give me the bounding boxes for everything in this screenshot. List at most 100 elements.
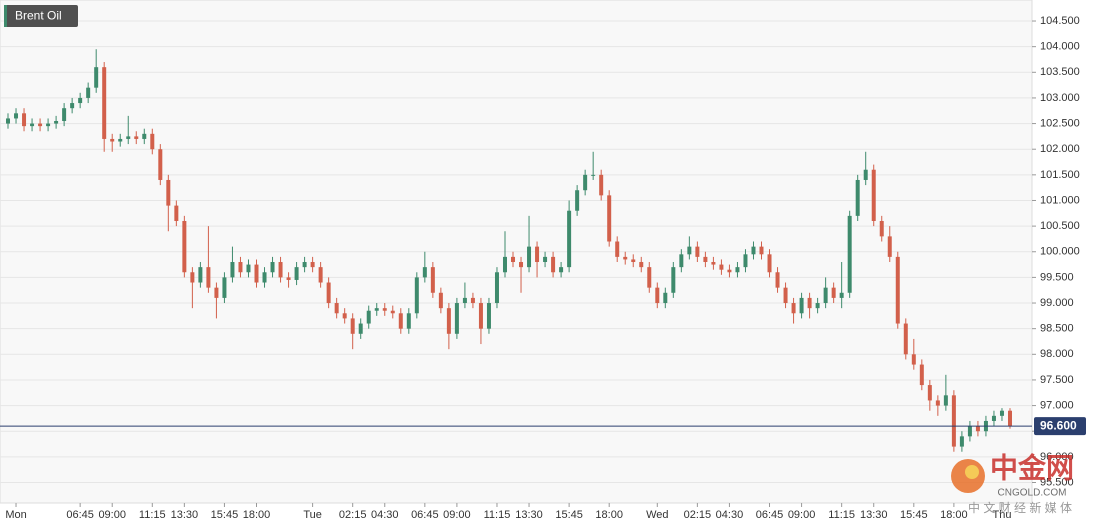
- x-tick-label: Thu: [992, 509, 1011, 521]
- candle-body: [206, 267, 211, 288]
- y-tick-label: 97.000: [1040, 399, 1074, 411]
- candle-body: [14, 113, 19, 119]
- x-tick-label: 09:00: [443, 509, 471, 521]
- candle-body: [927, 385, 932, 401]
- candle-body: [871, 169, 876, 221]
- candle-body: [663, 292, 668, 304]
- candle-body: [951, 395, 956, 447]
- candle-body: [823, 287, 828, 304]
- chart-title: Brent Oil: [15, 9, 62, 23]
- candle-body: [719, 264, 724, 270]
- x-tick-label: 09:00: [788, 509, 816, 521]
- candle-body: [78, 97, 83, 104]
- candle-body: [422, 267, 427, 278]
- y-tick-label: 97.500: [1040, 374, 1074, 386]
- candle-body: [839, 292, 844, 298]
- candle-body: [615, 241, 620, 257]
- labels: 95.50096.00096.50097.00097.50098.00098.5…: [5, 15, 1086, 521]
- candle-body: [334, 303, 339, 314]
- y-tick-label: 100.500: [1040, 220, 1080, 232]
- candle-body: [895, 256, 900, 324]
- x-tick-label: 11:15: [484, 509, 511, 521]
- x-tick-label: 02:15: [339, 509, 367, 521]
- x-tick-label: Tue: [303, 509, 322, 521]
- candle-body: [855, 179, 860, 216]
- y-tick-label: 98.500: [1040, 323, 1074, 335]
- candle-body: [38, 123, 43, 127]
- title-box: [4, 5, 78, 27]
- candle-body: [390, 310, 395, 314]
- title-accent: [4, 5, 7, 27]
- candle-body: [607, 195, 612, 242]
- candle-body: [478, 303, 483, 329]
- watermark: 中金网 CNGOLD.COM 中 文 财 经 新 媒 体: [951, 451, 1074, 515]
- candle-body: [527, 246, 532, 268]
- x-tick-label: 18:00: [940, 509, 968, 521]
- candle-body: [703, 256, 708, 263]
- candle-body: [735, 267, 740, 273]
- candle-body: [783, 287, 788, 304]
- y-tick-label: 95.500: [1040, 476, 1074, 488]
- candle-body: [799, 297, 804, 314]
- candle-body: [863, 169, 868, 180]
- candle-body: [727, 269, 732, 273]
- candle-body: [1007, 410, 1012, 427]
- candle-body: [262, 272, 267, 283]
- candle-body: [935, 400, 940, 406]
- candle-body: [511, 256, 516, 263]
- candle-body: [126, 136, 131, 139]
- candle-body: [751, 246, 756, 255]
- candle-body: [382, 308, 387, 311]
- x-tick-label: Wed: [646, 509, 668, 521]
- grid: [0, 20, 1032, 483]
- candle-body: [110, 138, 115, 142]
- candle-body: [174, 205, 179, 221]
- candle-body: [54, 121, 59, 124]
- candle-body: [551, 256, 556, 273]
- candle-body: [486, 303, 491, 329]
- candle-body: [238, 262, 243, 273]
- candle-body: [182, 220, 187, 273]
- candle-body: [967, 426, 972, 437]
- y-tick-label: 101.000: [1040, 194, 1080, 206]
- candle-body: [711, 262, 716, 265]
- candle-body: [286, 277, 291, 280]
- candle-body: [294, 267, 299, 280]
- candle-body: [446, 308, 451, 334]
- x-tick-label: 11:15: [139, 509, 166, 521]
- x-tick-label: 13:30: [860, 509, 888, 521]
- candle-body: [278, 262, 283, 278]
- candle-body: [430, 267, 435, 293]
- candle-body: [358, 323, 363, 334]
- candle-body: [599, 174, 604, 196]
- candle-body: [679, 254, 684, 268]
- x-tick-label: 13:30: [171, 509, 199, 521]
- candle-body: [142, 133, 147, 139]
- candle-body: [62, 108, 67, 122]
- y-tick-label: 103.000: [1040, 92, 1080, 104]
- candle-body: [847, 215, 852, 293]
- y-tick-label: 104.500: [1040, 15, 1080, 27]
- x-tick-label: 15:45: [900, 509, 928, 521]
- candle-body: [959, 436, 964, 447]
- candle-body: [222, 277, 227, 298]
- x-tick-label: 06:45: [411, 509, 439, 521]
- candle-body: [559, 267, 564, 273]
- candle-body: [30, 123, 35, 127]
- watermark-name: 中金网: [990, 451, 1074, 483]
- candle-body: [22, 113, 27, 127]
- candle-body: [398, 313, 403, 329]
- candle-body: [743, 254, 748, 268]
- x-tick-label: 11:15: [828, 509, 855, 521]
- candle-body: [190, 272, 195, 283]
- x-tick-label: 15:45: [211, 509, 239, 521]
- candle-body: [903, 323, 908, 355]
- x-tick-label: 15:45: [555, 509, 583, 521]
- candle-body: [318, 267, 323, 283]
- candle-body: [583, 174, 588, 191]
- candle-body: [655, 287, 660, 304]
- x-tick-label: 04:30: [716, 509, 744, 521]
- candle-body: [991, 415, 996, 421]
- candle-body: [6, 118, 11, 124]
